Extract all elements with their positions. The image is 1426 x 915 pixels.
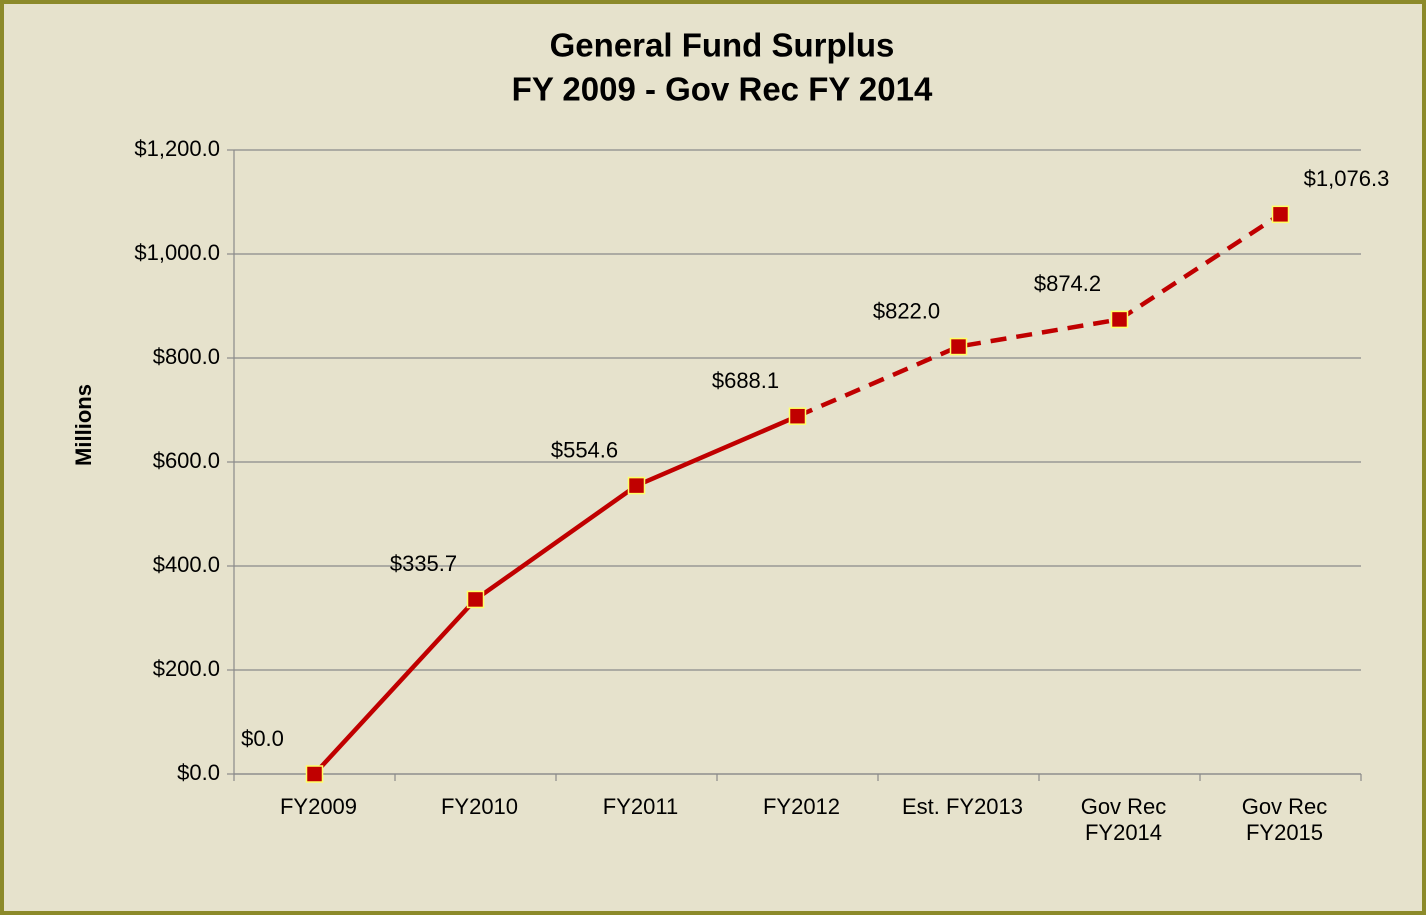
y-tick-label: $600.0 bbox=[153, 448, 220, 473]
data-label: $335.7 bbox=[390, 551, 457, 576]
chart-title: General Fund Surplus bbox=[550, 27, 895, 64]
data-label: $554.6 bbox=[551, 437, 618, 462]
y-tick-label: $800.0 bbox=[153, 344, 220, 369]
data-label: $0.0 bbox=[241, 726, 284, 751]
marker bbox=[466, 590, 485, 609]
y-tick-label: $1,200.0 bbox=[134, 136, 220, 161]
line-dashed bbox=[796, 212, 1282, 419]
chart-subtitle: FY 2009 - Gov Rec FY 2014 bbox=[512, 71, 933, 108]
data-label: $1,076.3 bbox=[1304, 166, 1390, 191]
x-tick-label: Est. FY2013 bbox=[901, 794, 1024, 819]
marker bbox=[305, 765, 324, 783]
y-axis-label: Millions bbox=[71, 384, 96, 466]
x-tick-label: FY2011 bbox=[602, 794, 679, 819]
x-tick-label: Gov Rec FY2015 bbox=[1241, 794, 1328, 845]
marker bbox=[1110, 310, 1129, 329]
marker bbox=[788, 407, 807, 425]
y-tick-label: $1,000.0 bbox=[134, 240, 220, 265]
x-tick-label: FY2009 bbox=[279, 794, 358, 819]
data-label: $822.0 bbox=[873, 298, 940, 323]
data-label: $874.2 bbox=[1034, 271, 1101, 296]
y-tick-label: $0.0 bbox=[177, 760, 220, 785]
x-tick-label: FY2012 bbox=[762, 794, 841, 819]
x-tick-label: Gov Rec FY2014 bbox=[1080, 794, 1167, 845]
x-tick-label: FY2010 bbox=[440, 794, 519, 819]
line bbox=[312, 414, 799, 776]
marker bbox=[1271, 205, 1290, 224]
data-label: $688.1 bbox=[712, 368, 779, 393]
marker bbox=[949, 337, 968, 356]
y-tick-label: $400.0 bbox=[153, 552, 220, 577]
marker bbox=[627, 476, 646, 495]
y-tick-label: $200.0 bbox=[153, 656, 220, 681]
chart-canvas: General Fund Surplus FY 2009 - Gov Rec F… bbox=[71, 27, 1390, 785]
